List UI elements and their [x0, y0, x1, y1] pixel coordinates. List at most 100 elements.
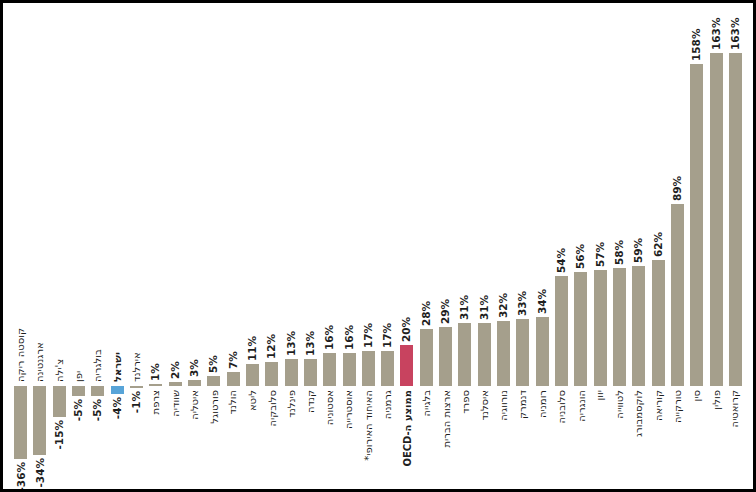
bar-value-label: 13%: [286, 331, 297, 356]
bar-value-label: 13%: [305, 331, 316, 356]
bar-category-label: סין: [691, 390, 702, 401]
bar-value-label: 34%: [537, 289, 548, 314]
bar: [362, 351, 375, 386]
bar-category-label: לוקסמבורג: [633, 390, 644, 437]
bar: [671, 204, 684, 386]
bar-value-label: -5%: [92, 399, 103, 421]
bar-value-label: 158%: [691, 29, 702, 61]
bar-category-label: טורקייה: [672, 390, 683, 423]
bar-value-label: 12%: [266, 334, 277, 359]
bar-category-label: נורווגיה: [498, 390, 509, 421]
bar-value-label: -4%: [112, 397, 123, 419]
bar-value-label: -36%: [15, 462, 26, 492]
bar-value-label: 89%: [672, 176, 683, 201]
bar-value-label: 17%: [382, 323, 393, 348]
bar-category-label: איסלנד: [479, 390, 490, 421]
bar-value-label: 59%: [633, 238, 644, 263]
bar: [72, 386, 85, 396]
bar-category-label: פורטוגל: [208, 390, 219, 424]
bar-category-label: ישראל: [112, 352, 123, 382]
bar: [690, 64, 703, 386]
bar-category-label: ספרד: [459, 390, 470, 414]
bar: [246, 364, 259, 386]
bar: [207, 376, 220, 386]
bar: [632, 266, 645, 386]
bar: [594, 270, 607, 386]
bar-category-label: רומניה: [537, 390, 548, 418]
bar: [111, 386, 124, 394]
bar-value-label: 57%: [595, 242, 606, 267]
bar-category-label: פינלנד: [286, 390, 297, 418]
bar: [400, 345, 413, 386]
bar-value-label: 11%: [247, 336, 258, 361]
bar-value-label: 16%: [344, 325, 355, 350]
bar: [130, 386, 143, 388]
bar-value-label: 62%: [653, 232, 664, 257]
bar-category-label: ליטא: [247, 390, 258, 411]
bar: [478, 323, 491, 386]
bar-category-label: האיחוד האירופי*: [363, 390, 374, 461]
bar: [285, 359, 298, 386]
bar-category-label: קרואטיה: [730, 390, 741, 427]
bar-value-label: 3%: [189, 359, 200, 377]
bar: [343, 353, 356, 386]
bar-value-label: 163%: [730, 18, 741, 50]
bar-category-label: הולנד: [228, 390, 239, 414]
bar: [516, 319, 529, 386]
bar-value-label: 31%: [459, 295, 470, 320]
bar-category-label: ארצות הברית: [440, 390, 451, 448]
bar-category-label: אירלנד: [131, 352, 142, 382]
bar-value-label: 1%: [150, 363, 161, 381]
chart-canvas: -36%קוסטה ריקה-34%ארגנטינה-15%צ'ילה-5%יפ…: [0, 0, 756, 492]
bar-value-label: 29%: [440, 299, 451, 324]
bar-category-label: אסטוניה: [324, 390, 335, 425]
bar-value-label: 33%: [517, 291, 528, 316]
bar-category-label: שוודיה: [170, 390, 181, 417]
bar: [265, 362, 278, 386]
bar-value-label: -5%: [73, 399, 84, 421]
bar: [497, 321, 510, 386]
bar: [149, 384, 162, 386]
bar-category-label: יוון: [595, 390, 606, 400]
bar-value-label: 32%: [498, 293, 509, 318]
bar-value-label: 56%: [575, 244, 586, 269]
bar-category-label: ארגנטינה: [34, 342, 45, 382]
bar-category-label: פולין: [711, 390, 722, 410]
bar: [729, 53, 742, 386]
bar-category-label: צרפת: [150, 390, 161, 414]
bar-value-label: 17%: [363, 323, 374, 348]
bar: [188, 380, 201, 386]
bar-category-label: סלובקיה: [266, 390, 277, 427]
bar: [555, 276, 568, 386]
bar-category-label: קוסטה ריקה: [15, 328, 26, 382]
bar-value-label: -1%: [131, 391, 142, 413]
bar: [304, 359, 317, 386]
bar-category-label: דנמרק: [517, 390, 528, 419]
bar-value-label: 2%: [170, 361, 181, 379]
bar-value-label: 5%: [208, 355, 219, 373]
bar-category-label: סלובניה: [556, 390, 567, 423]
bar-category-label: קנדה: [305, 390, 316, 413]
bar: [439, 327, 452, 386]
bar-category-label: גרמניה: [382, 390, 393, 419]
bar-value-label: 54%: [556, 248, 567, 273]
bar-category-label: אוסטרייה: [344, 390, 355, 429]
bar: [710, 53, 723, 386]
bar: [53, 386, 66, 417]
bar-category-label: איטליה: [189, 390, 200, 420]
bar-value-label: -34%: [34, 458, 45, 488]
bar-chart: -36%קוסטה ריקה-34%ארגנטינה-15%צ'ילה-5%יפ…: [3, 3, 753, 489]
bar-category-label: לטווייה: [614, 390, 625, 419]
bar: [91, 386, 104, 396]
bar: [613, 268, 626, 386]
bar: [14, 386, 27, 459]
bar: [169, 382, 182, 386]
bar-value-label: 58%: [614, 240, 625, 265]
bar: [227, 372, 240, 386]
bar: [381, 351, 394, 386]
bar-value-label: 31%: [479, 295, 490, 320]
bar-category-label: בולגריה: [92, 349, 103, 382]
bar-value-label: 16%: [324, 325, 335, 350]
bar-category-label: הונגריה: [575, 390, 586, 422]
bar: [574, 272, 587, 386]
